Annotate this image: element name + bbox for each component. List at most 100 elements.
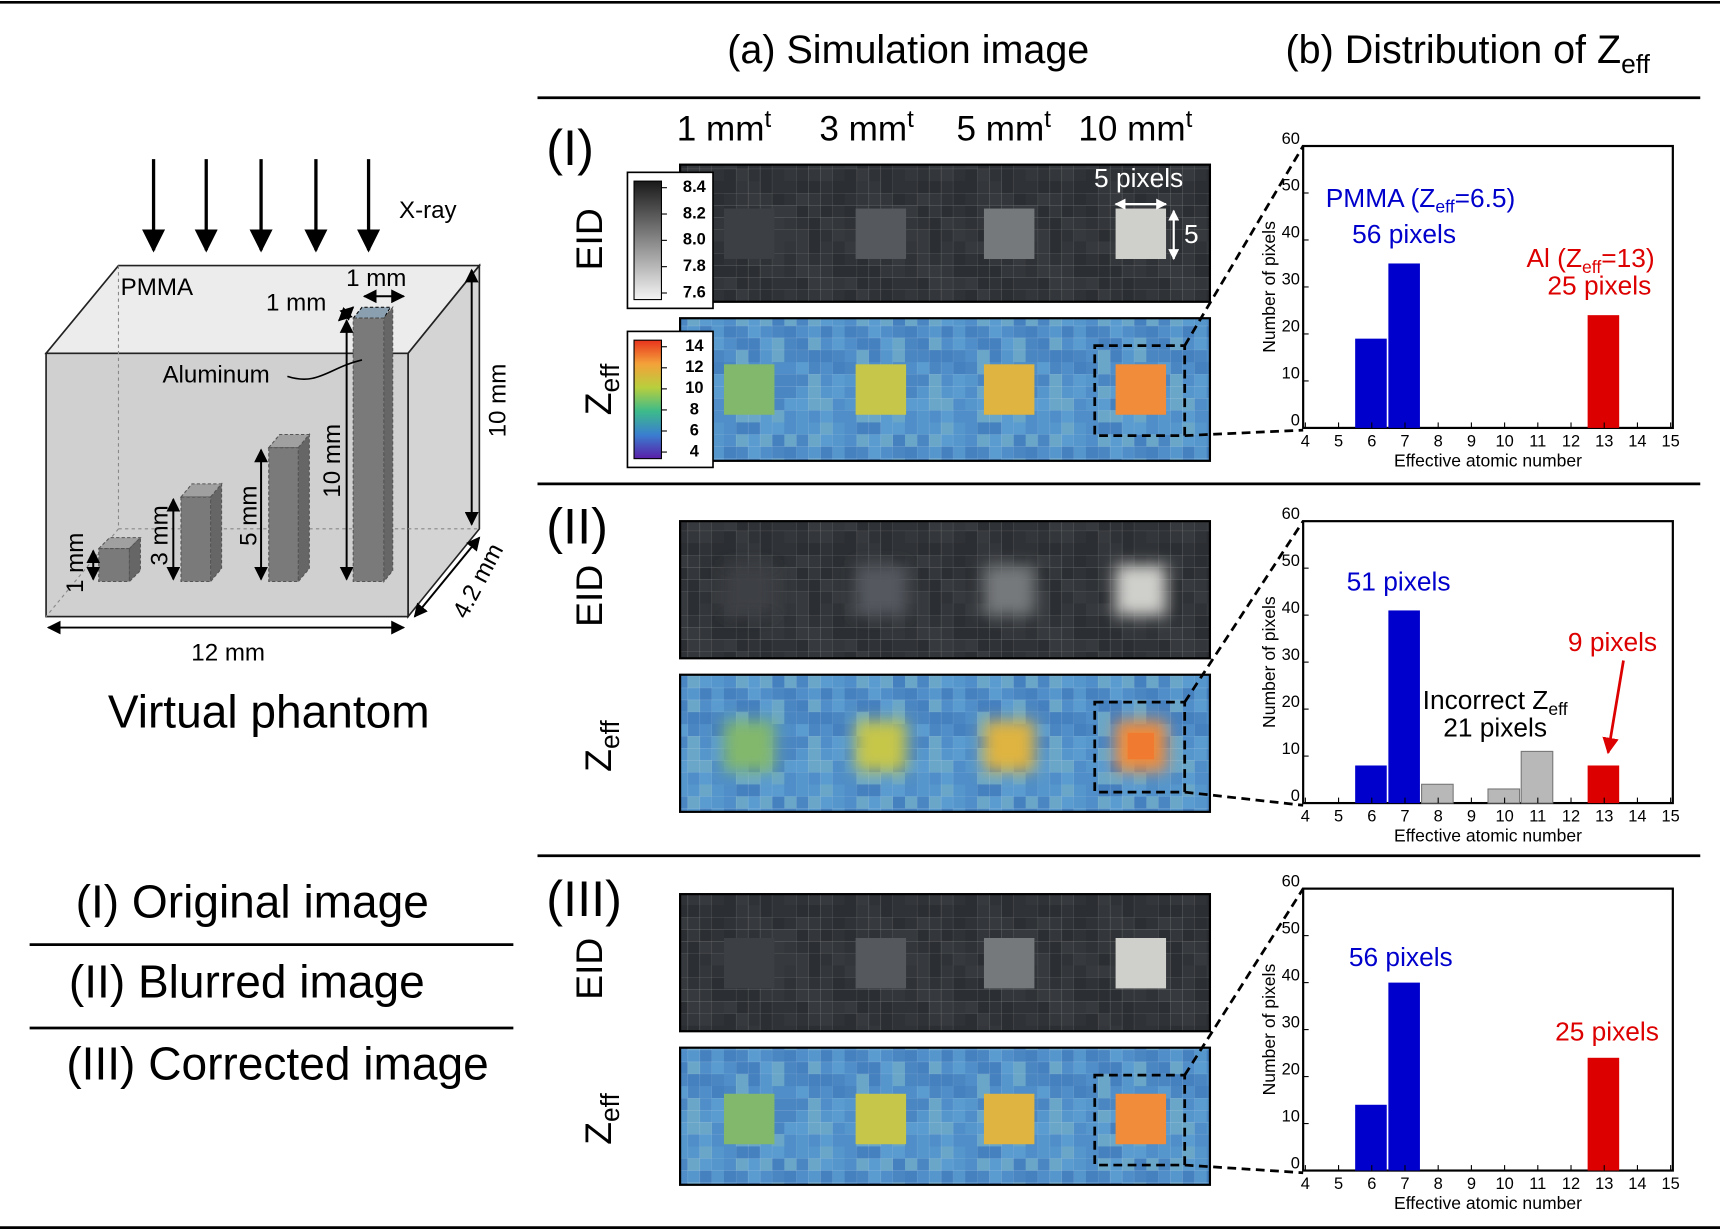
legend-item: (I) Original image [76, 875, 429, 927]
x-tick-label: 13 [1595, 1175, 1613, 1193]
x-tick-label: 13 [1595, 433, 1613, 451]
x-tick-label: 14 [1628, 1175, 1646, 1193]
x-tick-label: 6 [1367, 433, 1376, 451]
panel-label: (I) [546, 119, 594, 176]
annotation-text: =6.5) [1455, 183, 1516, 213]
bar [1587, 315, 1620, 428]
x-tick-label: 12 [1562, 433, 1580, 451]
legend-item: (II) Blurred image [69, 955, 425, 1007]
y-tick-label: 30 [1282, 271, 1300, 289]
y-tick-label: 10 [1282, 1107, 1300, 1125]
thickness-text: 3 mm [819, 110, 907, 149]
zoom-box [1093, 700, 1187, 794]
bar [1487, 788, 1521, 804]
x-tick-label: 11 [1529, 808, 1546, 826]
y-axis-label: Number of pixels [1259, 596, 1279, 728]
eid-insert [723, 938, 775, 989]
bar [1355, 1104, 1387, 1171]
zoom-line [1183, 145, 1305, 347]
image-label: Zeff [577, 1093, 625, 1145]
zoom-line [1183, 887, 1305, 1076]
bar [1388, 982, 1420, 1171]
eid-insert [855, 938, 907, 989]
colorbar-tick-label: 4 [690, 442, 700, 460]
superscript: t [1044, 106, 1051, 133]
x-tick-label: 6 [1367, 808, 1376, 826]
y-tick-label: 40 [1282, 966, 1300, 984]
x-axis-label: Effective atomic number [1394, 826, 1582, 846]
annotation: 56 pixels [1352, 219, 1456, 249]
y-tick-label: 10 [1282, 740, 1300, 758]
y-tick-label: 40 [1282, 224, 1300, 242]
caption: Virtual phantom [108, 685, 430, 737]
annotation-text: 21 pixels [1443, 713, 1547, 743]
eid-insert [1115, 565, 1167, 616]
eid-insert [983, 938, 1035, 989]
annotation-text: Al (Z [1526, 243, 1582, 273]
x-tick-label: 8 [1434, 433, 1443, 451]
colorbar-tick-label: 6 [690, 421, 699, 439]
zeff-insert [855, 364, 907, 415]
x-tick-label: 4 [1301, 1175, 1310, 1193]
x-tick-label: 15 [1661, 808, 1679, 826]
annotation-text: 51 pixels [1347, 567, 1451, 597]
x-tick-label: 14 [1628, 808, 1646, 826]
x-axis-label: Effective atomic number [1394, 1193, 1582, 1213]
image-label-text: Z [577, 749, 619, 772]
thickness-label: 3 mmt [819, 106, 914, 149]
colorbar-tick-label: 7.8 [683, 257, 706, 275]
annotation: 25 pixels [1547, 270, 1651, 300]
header-text: (b) Distribution of Z [1286, 28, 1622, 72]
size-note: 5 pixels [1094, 163, 1183, 193]
x-tick-label: 8 [1434, 808, 1443, 826]
superscript: t [1186, 106, 1193, 133]
bar [1388, 263, 1420, 428]
y-tick-label: 60 [1282, 130, 1300, 148]
annotation-text: =13) [1601, 243, 1654, 273]
eid-insert [983, 565, 1035, 616]
y-tick-label: 40 [1282, 599, 1300, 617]
image-label: Zeff [577, 720, 625, 772]
eid-insert [723, 565, 775, 616]
annotation-arrow [1602, 660, 1625, 755]
y-tick-label: 50 [1282, 177, 1300, 195]
image-label: Zeff [577, 363, 625, 415]
y-tick-label: 60 [1282, 505, 1300, 523]
eid-insert [983, 208, 1035, 259]
y-tick-label: 30 [1282, 1013, 1300, 1031]
image-label-text: Z [577, 393, 619, 416]
y-tick-label: 0 [1291, 787, 1300, 805]
bar [1520, 750, 1554, 804]
x-tick-label: 15 [1661, 433, 1679, 451]
subscript: eff [1621, 49, 1650, 79]
subscript: eff [595, 363, 625, 392]
x-tick-label: 13 [1595, 808, 1613, 826]
annotation: 25 pixels [1555, 1016, 1659, 1046]
zoom-box [1093, 1073, 1187, 1167]
x-tick-label: 7 [1400, 433, 1409, 451]
annotation: 21 pixels [1443, 713, 1547, 743]
x-tick-label: 9 [1467, 1175, 1476, 1193]
thickness-label: 10 mmt [1078, 106, 1192, 149]
thickness-text: 10 mm [1078, 110, 1185, 149]
colorbar-tick-label: 8.4 [683, 178, 707, 196]
annotation-text: Incorrect Z [1423, 685, 1549, 715]
colorbar-tick-label: 8 [690, 400, 699, 418]
colorbar-tick-label: 7.6 [683, 283, 706, 301]
panel-label: (III) [546, 870, 622, 927]
plot-frame [1302, 520, 1674, 805]
colorbar-tick-label: 12 [685, 358, 703, 376]
label: 10 mm [484, 364, 511, 438]
colorbar [633, 339, 663, 460]
subscript: eff [595, 1093, 625, 1122]
zeff-insert [723, 1093, 775, 1145]
annotation: Incorrect Zeff [1423, 685, 1568, 718]
zoom-line [1184, 1163, 1304, 1175]
x-tick-label: 12 [1562, 1175, 1580, 1193]
annotation-text: PMMA (Z [1326, 183, 1436, 213]
thickness-text: 1 mm [677, 110, 765, 149]
zoom-line [1184, 790, 1304, 807]
header: (a) Simulation image [727, 28, 1089, 72]
colorbar-tick-label: 8.2 [683, 204, 706, 222]
